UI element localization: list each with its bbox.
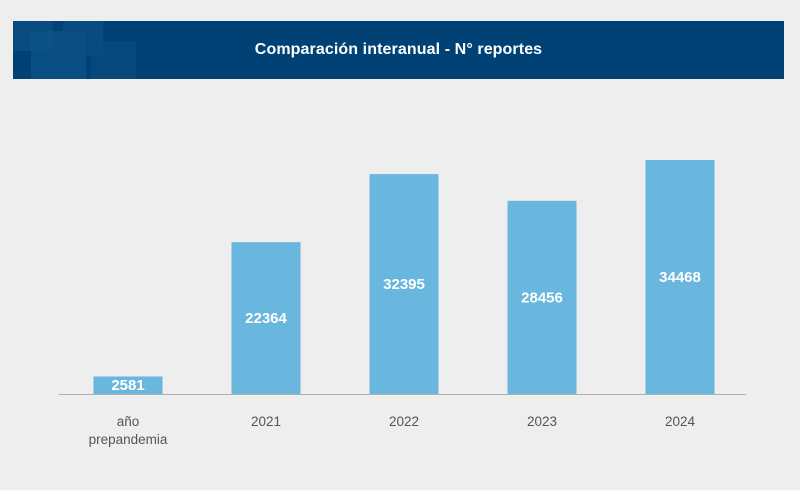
x-tick-label: año — [117, 414, 140, 429]
bar-value-label: 28456 — [521, 289, 563, 306]
header-decoration — [13, 21, 136, 79]
bar-value-label: 22364 — [245, 310, 287, 327]
bar-value-label: 32395 — [383, 276, 425, 293]
x-tick-label: 2024 — [665, 414, 696, 429]
bar-value-label: 34468 — [659, 269, 701, 286]
x-tick-label: 2021 — [251, 414, 281, 429]
chart-title: Comparación interanual - N° reportes — [254, 41, 543, 58]
bar-1 — [231, 242, 301, 394]
x-tick-label: 2023 — [527, 414, 557, 429]
bar-0 — [93, 376, 163, 394]
bar-4 — [645, 160, 715, 394]
bar-3 — [507, 200, 577, 394]
x-tick-label: prepandemia — [89, 432, 168, 447]
x-tick-label: 2022 — [389, 414, 419, 429]
bar-2 — [369, 174, 439, 394]
chart-header: Comparación interanual - N° reportes — [13, 21, 784, 79]
bar-value-label: 2581 — [111, 377, 144, 394]
